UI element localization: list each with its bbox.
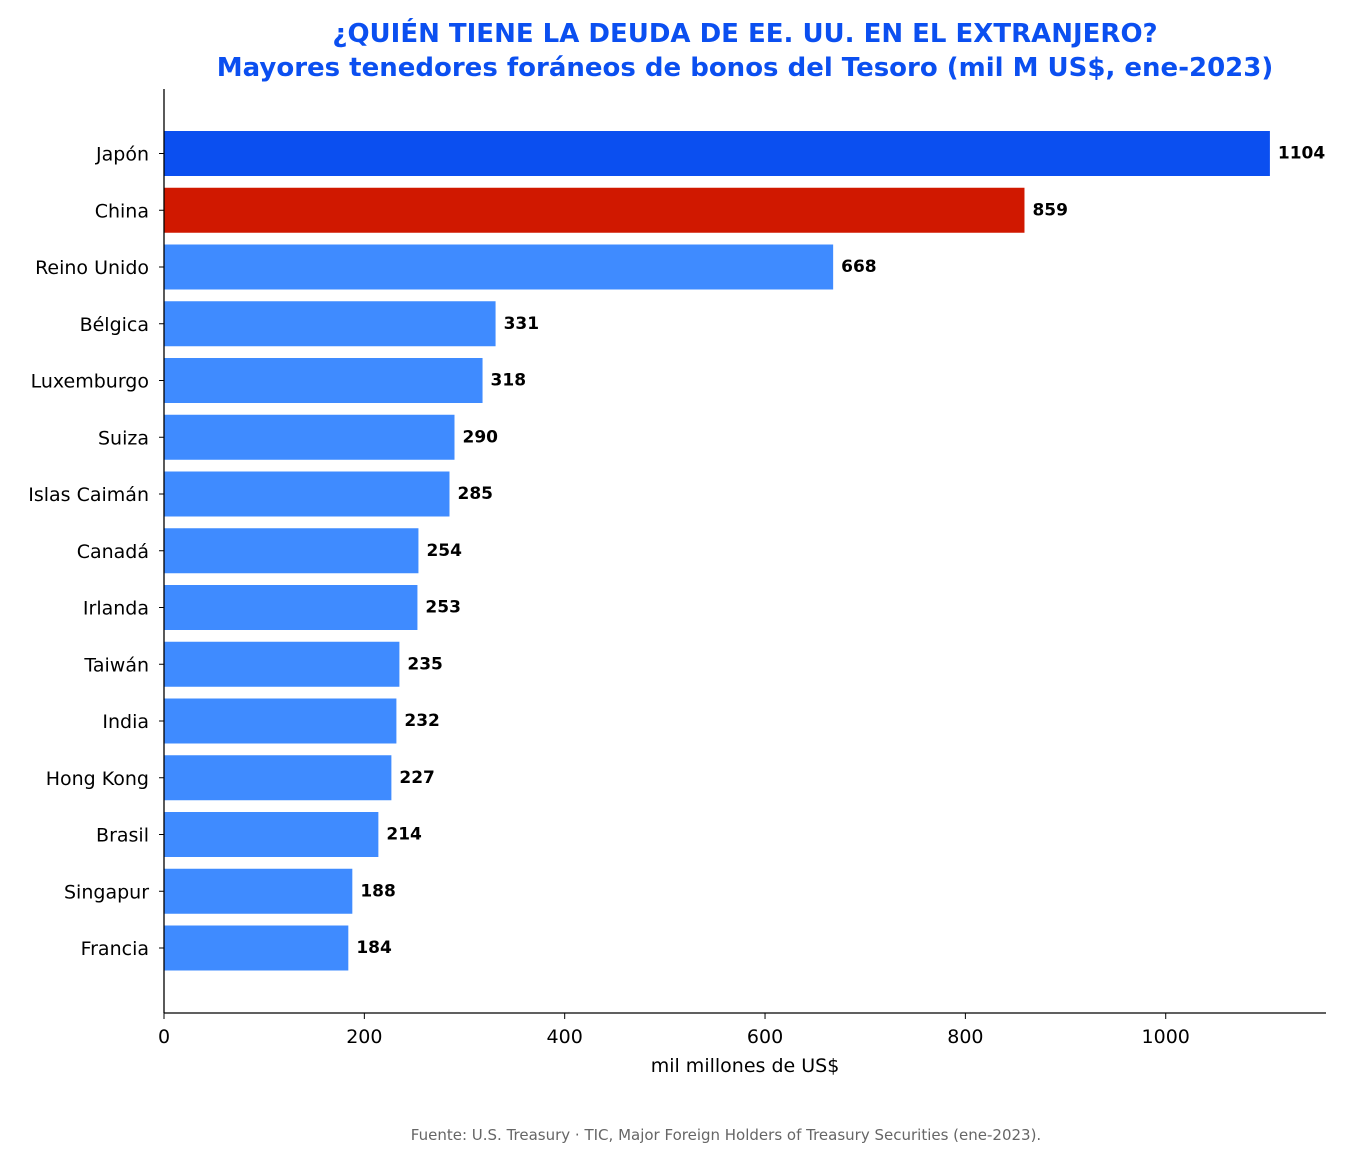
data-label-14: 188 — [360, 881, 396, 901]
category-label-12: Hong Kong — [46, 768, 149, 790]
category-label-13: Brasil — [96, 825, 149, 847]
chart-subtitle: Mayores tenedores foráneos de bonos del … — [217, 53, 1273, 83]
data-label-5: 318 — [491, 371, 527, 391]
bar-14 — [164, 868, 353, 914]
bar-10 — [164, 641, 400, 687]
category-label-6: Suiza — [98, 427, 149, 449]
category-label-7: Islas Caimán — [28, 484, 149, 506]
x-tick-label-5: 800 — [947, 1026, 983, 1048]
bars-group — [164, 131, 1270, 971]
category-label-5: Luxemburgo — [31, 371, 149, 393]
bar-7 — [164, 471, 450, 517]
bar-3 — [164, 244, 834, 290]
data-label-2: 859 — [1032, 200, 1068, 220]
axes-group: 0 200 400 600 800 1000 — [158, 89, 1326, 1048]
source-note: Fuente: U.S. Treasury · TIC, Major Forei… — [411, 1126, 1041, 1144]
bar-9 — [164, 585, 418, 630]
category-label-11: India — [102, 711, 149, 733]
category-labels-group: Japón China Reino Unido Bélgica Luxemburgo Su… — [28, 144, 149, 961]
x-tick-label-4: 600 — [747, 1026, 783, 1048]
bar-1 — [164, 131, 1270, 176]
bar-5 — [164, 358, 483, 403]
category-label-3: Reino Unido — [35, 257, 149, 279]
category-label-1: Japón — [95, 144, 149, 166]
category-label-4: Bélgica — [80, 314, 149, 336]
bar-13 — [164, 812, 379, 857]
data-label-13: 214 — [386, 825, 422, 845]
category-label-8: Canadá — [77, 541, 149, 563]
data-label-10: 235 — [407, 654, 443, 674]
bar-2 — [164, 187, 1025, 233]
x-tick-label-6: 1000 — [1142, 1026, 1190, 1048]
bar-4 — [164, 301, 496, 347]
data-label-6: 290 — [463, 427, 499, 447]
data-label-12: 227 — [399, 768, 435, 788]
chart-title: ¿QUIÉN TIENE LA DEUDA DE EE. UU. EN EL E… — [332, 17, 1157, 49]
bar-6 — [164, 414, 455, 460]
data-label-9: 253 — [425, 598, 461, 618]
bar-8 — [164, 528, 419, 574]
x-tick-label-3: 400 — [547, 1026, 583, 1048]
bar-15 — [164, 925, 349, 971]
category-label-9: Irlanda — [83, 598, 149, 620]
data-label-15: 184 — [356, 938, 392, 958]
data-label-4: 331 — [504, 314, 540, 334]
x-axis-title: mil millones de US$ — [651, 1055, 840, 1077]
bar-11 — [164, 698, 397, 744]
category-label-10: Taiwán — [83, 654, 149, 676]
data-label-7: 285 — [457, 484, 493, 504]
bar-12 — [164, 755, 392, 801]
data-label-11: 232 — [404, 711, 440, 731]
category-label-14: Singapur — [64, 881, 149, 903]
value-labels-group: 1104 859 668 331 318 290 285 254 253 235 232 227 214… — [356, 144, 1325, 959]
data-label-8: 254 — [426, 541, 462, 561]
x-tick-label-2: 200 — [346, 1026, 382, 1048]
data-label-1: 1104 — [1278, 144, 1325, 164]
data-label-3: 668 — [841, 257, 877, 277]
category-label-15: Francia — [81, 938, 149, 960]
category-label-2: China — [95, 200, 149, 222]
x-tick-label-1: 0 — [158, 1026, 170, 1048]
